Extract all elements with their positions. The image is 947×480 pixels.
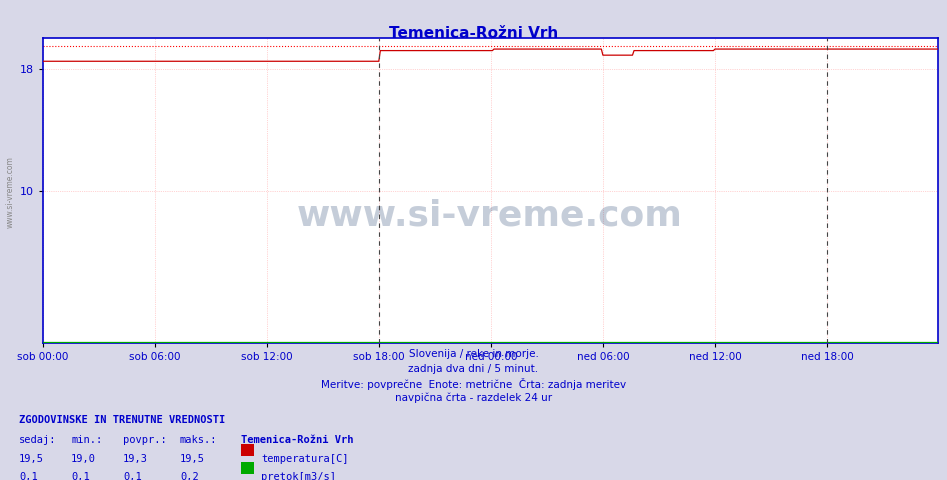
Text: 0,2: 0,2 [180, 472, 199, 480]
Text: 19,3: 19,3 [123, 454, 148, 464]
Text: zadnja dva dni / 5 minut.: zadnja dva dni / 5 minut. [408, 364, 539, 374]
Text: min.:: min.: [71, 435, 102, 445]
Text: sedaj:: sedaj: [19, 435, 57, 445]
Text: 19,5: 19,5 [180, 454, 205, 464]
Text: Temenica-Rožni Vrh: Temenica-Rožni Vrh [389, 26, 558, 41]
Text: 19,5: 19,5 [19, 454, 44, 464]
Text: pretok[m3/s]: pretok[m3/s] [261, 472, 336, 480]
Text: Slovenija / reke in morje.: Slovenija / reke in morje. [408, 349, 539, 360]
Text: povpr.:: povpr.: [123, 435, 167, 445]
Text: www.si-vreme.com: www.si-vreme.com [6, 156, 15, 228]
Text: www.si-vreme.com: www.si-vreme.com [297, 198, 683, 232]
Text: Meritve: povprečne  Enote: metrične  Črta: zadnja meritev: Meritve: povprečne Enote: metrične Črta:… [321, 378, 626, 390]
Text: Temenica-Rožni Vrh: Temenica-Rožni Vrh [241, 435, 354, 445]
Text: maks.:: maks.: [180, 435, 218, 445]
Text: temperatura[C]: temperatura[C] [261, 454, 348, 464]
Text: 19,0: 19,0 [71, 454, 96, 464]
Text: 0,1: 0,1 [71, 472, 90, 480]
Text: ZGODOVINSKE IN TRENUTNE VREDNOSTI: ZGODOVINSKE IN TRENUTNE VREDNOSTI [19, 415, 225, 425]
Text: 0,1: 0,1 [123, 472, 142, 480]
Text: navpična črta - razdelek 24 ur: navpična črta - razdelek 24 ur [395, 393, 552, 403]
Text: 0,1: 0,1 [19, 472, 38, 480]
